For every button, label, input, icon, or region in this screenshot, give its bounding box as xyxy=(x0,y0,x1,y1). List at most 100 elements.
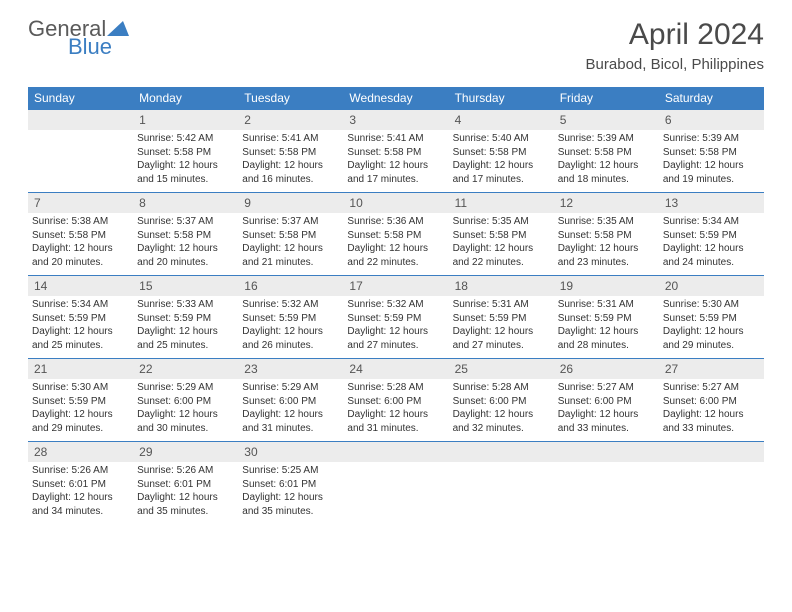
day-cell: 30Sunrise: 5:25 AMSunset: 6:01 PMDayligh… xyxy=(238,442,343,524)
sunrise-text: Sunrise: 5:27 AM xyxy=(558,381,655,395)
day-number: 4 xyxy=(449,110,554,130)
day-number: 26 xyxy=(554,359,659,379)
day-number: 11 xyxy=(449,193,554,213)
daylight-text: Daylight: 12 hours and 22 minutes. xyxy=(347,242,444,269)
day-number: 19 xyxy=(554,276,659,296)
day-number: 5 xyxy=(554,110,659,130)
day-body: Sunrise: 5:39 AMSunset: 5:58 PMDaylight:… xyxy=(554,130,659,190)
sunset-text: Sunset: 6:00 PM xyxy=(558,395,655,409)
day-body: Sunrise: 5:26 AMSunset: 6:01 PMDaylight:… xyxy=(28,462,133,522)
sunset-text: Sunset: 5:58 PM xyxy=(558,146,655,160)
day-number: 14 xyxy=(28,276,133,296)
day-number: 16 xyxy=(238,276,343,296)
day-number: 1 xyxy=(133,110,238,130)
sunrise-text: Sunrise: 5:37 AM xyxy=(242,215,339,229)
sunrise-text: Sunrise: 5:28 AM xyxy=(347,381,444,395)
day-body: Sunrise: 5:26 AMSunset: 6:01 PMDaylight:… xyxy=(133,462,238,522)
sunrise-text: Sunrise: 5:33 AM xyxy=(137,298,234,312)
day-cell: 15Sunrise: 5:33 AMSunset: 5:59 PMDayligh… xyxy=(133,276,238,358)
day-cell: 12Sunrise: 5:35 AMSunset: 5:58 PMDayligh… xyxy=(554,193,659,275)
day-body: Sunrise: 5:42 AMSunset: 5:58 PMDaylight:… xyxy=(133,130,238,190)
sunrise-text: Sunrise: 5:32 AM xyxy=(242,298,339,312)
sunrise-text: Sunrise: 5:37 AM xyxy=(137,215,234,229)
week-row: 28Sunrise: 5:26 AMSunset: 6:01 PMDayligh… xyxy=(28,441,764,524)
day-body: Sunrise: 5:28 AMSunset: 6:00 PMDaylight:… xyxy=(449,379,554,439)
day-cell: 9 Sunrise: 5:37 AMSunset: 5:58 PMDaylight… xyxy=(238,193,343,275)
day-cell: 6Sunrise: 5:39 AMSunset: 5:58 PMDaylight… xyxy=(659,110,764,192)
sunrise-text: Sunrise: 5:35 AM xyxy=(453,215,550,229)
daylight-text: Daylight: 12 hours and 25 minutes. xyxy=(32,325,129,352)
day-number: 22 xyxy=(133,359,238,379)
day-cell: 28Sunrise: 5:26 AMSunset: 6:01 PMDayligh… xyxy=(28,442,133,524)
sunset-text: Sunset: 5:58 PM xyxy=(137,146,234,160)
day-number: 23 xyxy=(238,359,343,379)
daylight-text: Daylight: 12 hours and 27 minutes. xyxy=(347,325,444,352)
daylight-text: Daylight: 12 hours and 23 minutes. xyxy=(558,242,655,269)
day-header-row: SundayMondayTuesdayWednesdayThursdayFrid… xyxy=(28,87,764,109)
day-number: 9 xyxy=(238,193,343,213)
daylight-text: Daylight: 12 hours and 35 minutes. xyxy=(242,491,339,518)
daylight-text: Daylight: 12 hours and 29 minutes. xyxy=(32,408,129,435)
day-header-tuesday: Tuesday xyxy=(238,87,343,109)
sunset-text: Sunset: 5:59 PM xyxy=(663,229,760,243)
day-number: 2 xyxy=(238,110,343,130)
day-header-friday: Friday xyxy=(554,87,659,109)
day-cell xyxy=(554,442,659,524)
sunset-text: Sunset: 5:59 PM xyxy=(137,312,234,326)
day-cell xyxy=(343,442,448,524)
daylight-text: Daylight: 12 hours and 29 minutes. xyxy=(663,325,760,352)
day-header-wednesday: Wednesday xyxy=(343,87,448,109)
sunrise-text: Sunrise: 5:41 AM xyxy=(347,132,444,146)
day-cell: 11Sunrise: 5:35 AMSunset: 5:58 PMDayligh… xyxy=(449,193,554,275)
sunset-text: Sunset: 5:58 PM xyxy=(558,229,655,243)
day-cell: 22Sunrise: 5:29 AMSunset: 6:00 PMDayligh… xyxy=(133,359,238,441)
week-row: 21Sunrise: 5:30 AMSunset: 5:59 PMDayligh… xyxy=(28,358,764,441)
day-number: 24 xyxy=(343,359,448,379)
day-number: 28 xyxy=(28,442,133,462)
sunrise-text: Sunrise: 5:34 AM xyxy=(32,298,129,312)
day-number: 27 xyxy=(659,359,764,379)
day-body: Sunrise: 5:35 AMSunset: 5:58 PMDaylight:… xyxy=(554,213,659,273)
day-cell: 13Sunrise: 5:34 AMSunset: 5:59 PMDayligh… xyxy=(659,193,764,275)
day-number: 7 xyxy=(28,193,133,213)
daylight-text: Daylight: 12 hours and 18 minutes. xyxy=(558,159,655,186)
daylight-text: Daylight: 12 hours and 17 minutes. xyxy=(453,159,550,186)
day-number: 6 xyxy=(659,110,764,130)
week-row: 1Sunrise: 5:42 AMSunset: 5:58 PMDaylight… xyxy=(28,109,764,192)
sunset-text: Sunset: 5:58 PM xyxy=(32,229,129,243)
daylight-text: Daylight: 12 hours and 19 minutes. xyxy=(663,159,760,186)
daylight-text: Daylight: 12 hours and 21 minutes. xyxy=(242,242,339,269)
day-number: 21 xyxy=(28,359,133,379)
daylight-text: Daylight: 12 hours and 33 minutes. xyxy=(558,408,655,435)
day-number: 15 xyxy=(133,276,238,296)
sunrise-text: Sunrise: 5:28 AM xyxy=(453,381,550,395)
day-body: Sunrise: 5:34 AMSunset: 5:59 PMDaylight:… xyxy=(659,213,764,273)
daylight-text: Daylight: 12 hours and 15 minutes. xyxy=(137,159,234,186)
day-header-saturday: Saturday xyxy=(659,87,764,109)
daylight-text: Daylight: 12 hours and 34 minutes. xyxy=(32,491,129,518)
day-body: Sunrise: 5:25 AMSunset: 6:01 PMDaylight:… xyxy=(238,462,343,522)
daylight-text: Daylight: 12 hours and 24 minutes. xyxy=(663,242,760,269)
day-body: Sunrise: 5:40 AMSunset: 5:58 PMDaylight:… xyxy=(449,130,554,190)
day-body: Sunrise: 5:28 AMSunset: 6:00 PMDaylight:… xyxy=(343,379,448,439)
sunset-text: Sunset: 5:59 PM xyxy=(242,312,339,326)
title-block: April 2024 Burabod, Bicol, Philippines xyxy=(586,18,764,73)
day-cell: 16Sunrise: 5:32 AMSunset: 5:59 PMDayligh… xyxy=(238,276,343,358)
day-body: Sunrise: 5:27 AMSunset: 6:00 PMDaylight:… xyxy=(554,379,659,439)
day-cell: 1Sunrise: 5:42 AMSunset: 5:58 PMDaylight… xyxy=(133,110,238,192)
day-body: Sunrise: 5:41 AMSunset: 5:58 PMDaylight:… xyxy=(238,130,343,190)
day-body: Sunrise: 5:30 AMSunset: 5:59 PMDaylight:… xyxy=(659,296,764,356)
sunset-text: Sunset: 5:58 PM xyxy=(242,229,339,243)
sunset-text: Sunset: 6:00 PM xyxy=(137,395,234,409)
sunrise-text: Sunrise: 5:32 AM xyxy=(347,298,444,312)
day-cell: 7Sunrise: 5:38 AMSunset: 5:58 PMDaylight… xyxy=(28,193,133,275)
day-cell: 8Sunrise: 5:37 AMSunset: 5:58 PMDaylight… xyxy=(133,193,238,275)
sunset-text: Sunset: 6:00 PM xyxy=(453,395,550,409)
sunrise-text: Sunrise: 5:36 AM xyxy=(347,215,444,229)
day-cell: 29Sunrise: 5:26 AMSunset: 6:01 PMDayligh… xyxy=(133,442,238,524)
daylight-text: Daylight: 12 hours and 17 minutes. xyxy=(347,159,444,186)
sunrise-text: Sunrise: 5:31 AM xyxy=(453,298,550,312)
day-cell: 2Sunrise: 5:41 AMSunset: 5:58 PMDaylight… xyxy=(238,110,343,192)
sunrise-text: Sunrise: 5:39 AM xyxy=(558,132,655,146)
day-body: Sunrise: 5:41 AMSunset: 5:58 PMDaylight:… xyxy=(343,130,448,190)
